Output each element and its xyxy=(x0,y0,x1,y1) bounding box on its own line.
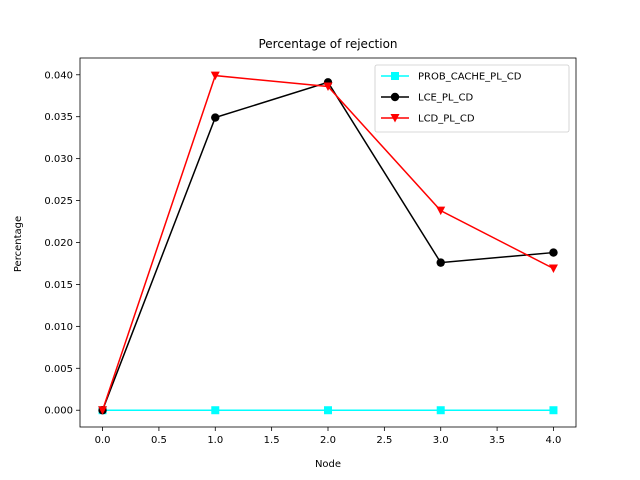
data-point xyxy=(211,113,220,122)
legend-marker xyxy=(390,92,400,102)
y-axis-label: Percentage xyxy=(13,216,24,272)
plot-area: 0.0 0.5 1.0 1.5 2.0 2.5 3.0 3.5 4.0 0.000 0.005 0.0… xyxy=(44,57,577,446)
legend: PROB_CACHE_PL_CD LCE_PL_CD LCD_PL_CD xyxy=(374,64,570,133)
data-point xyxy=(436,406,445,415)
legend-label: PROB_CACHE_PL_CD xyxy=(418,72,522,83)
data-point xyxy=(549,248,558,257)
data-point xyxy=(211,406,220,415)
y-tick-label: 0.000 xyxy=(44,406,73,417)
x-tick-label: 4.0 xyxy=(546,435,562,446)
chart-title: Percentage of rejection xyxy=(258,37,397,51)
legend-box xyxy=(374,64,570,133)
y-tick-label: 0.005 xyxy=(44,364,73,375)
data-point xyxy=(98,406,108,415)
data-point xyxy=(323,82,333,92)
x-tick-label: 2.5 xyxy=(376,435,392,446)
legend-item: LCE_PL_CD xyxy=(381,93,473,104)
series-lcd-pl-cd xyxy=(98,71,558,415)
y-tick-label: 0.015 xyxy=(44,280,73,291)
legend-item: PROB_CACHE_PL_CD xyxy=(381,72,522,83)
legend-item: LCD_PL_CD xyxy=(381,114,475,125)
data-point xyxy=(549,406,558,415)
x-axis-label: Node xyxy=(315,459,341,470)
y-tick-label: 0.040 xyxy=(44,70,73,81)
y-tick-label: 0.010 xyxy=(44,322,73,333)
y-tick-label: 0.025 xyxy=(44,196,73,207)
legend-label: LCE_PL_CD xyxy=(418,93,473,104)
data-point xyxy=(324,406,332,415)
x-tick-label: 3.0 xyxy=(433,435,449,446)
x-tick-label: 1.0 xyxy=(207,435,223,446)
x-tick-label: 0.0 xyxy=(95,435,111,446)
legend-marker xyxy=(390,114,400,123)
x-tick-label: 1.5 xyxy=(264,435,280,446)
x-tick-label: 0.5 xyxy=(151,435,167,446)
data-point xyxy=(548,264,558,273)
legend-marker xyxy=(391,72,399,80)
y-tick-label: 0.020 xyxy=(44,238,73,249)
y-tick-label: 0.035 xyxy=(44,112,73,123)
legend-label: LCD_PL_CD xyxy=(418,114,475,125)
data-point xyxy=(210,71,220,81)
data-point xyxy=(436,258,445,267)
x-tick-label: 3.5 xyxy=(489,435,505,446)
x-tick-label: 2.0 xyxy=(320,435,336,446)
y-tick-label: 0.030 xyxy=(44,154,73,165)
data-point xyxy=(436,206,446,216)
